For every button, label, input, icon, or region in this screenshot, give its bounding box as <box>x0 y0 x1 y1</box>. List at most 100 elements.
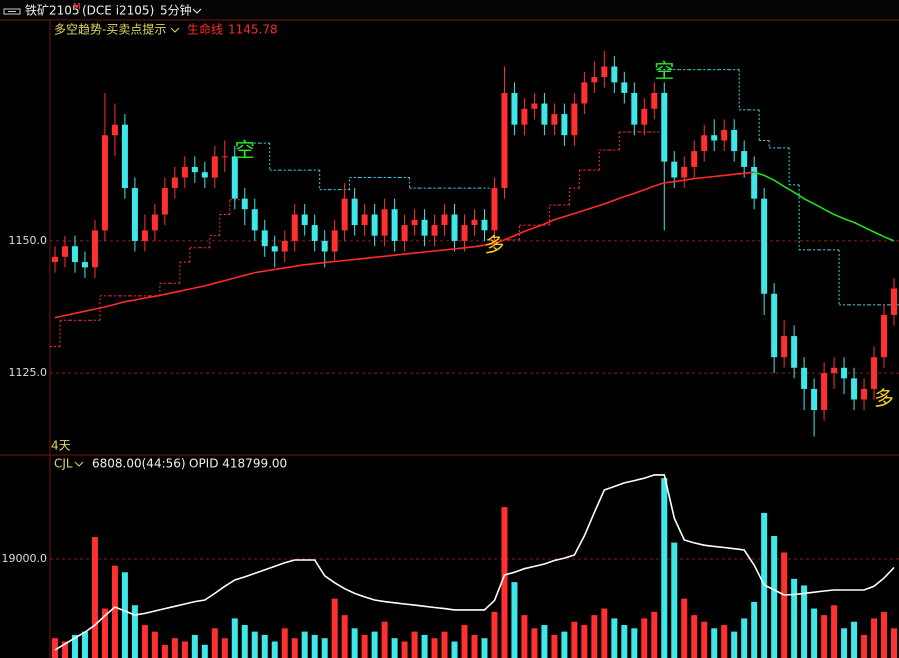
volume-bar <box>171 638 178 658</box>
volume-bar <box>801 585 808 658</box>
y-tick-label: 1150.0 <box>9 234 48 247</box>
volume-bar <box>751 601 758 658</box>
candle-body <box>561 114 568 136</box>
volume-bar <box>731 631 738 658</box>
lifeline-value: 1145.78 <box>228 23 278 37</box>
volume-bar <box>561 631 568 658</box>
candle-body <box>161 188 168 215</box>
candle-body <box>301 214 308 226</box>
volume-bar <box>861 634 868 658</box>
volume-bar <box>651 611 658 658</box>
candle-body <box>291 214 298 241</box>
candle-body <box>871 357 878 389</box>
volume-bar <box>161 644 168 658</box>
candle-body <box>181 166 188 178</box>
symbol[interactable]: 铁矿2105 <box>25 4 80 18</box>
candle-body <box>91 230 98 268</box>
volume-bar <box>641 618 648 658</box>
candle-body <box>721 129 728 141</box>
volume-bar <box>531 628 538 658</box>
volume-bar <box>851 621 858 658</box>
volume-bar <box>241 625 248 658</box>
volume-bar <box>121 572 128 658</box>
indicator-name[interactable]: 多空趋势-买卖点提示 <box>54 22 166 37</box>
candle-body <box>101 135 108 231</box>
candle-body <box>591 77 598 83</box>
volume-bar <box>791 578 798 658</box>
volume-bar <box>201 644 208 658</box>
y-tick-label: 19000.0 <box>2 552 48 565</box>
candle-body <box>371 214 378 236</box>
volume-bar <box>141 625 148 658</box>
line <box>54 474 895 651</box>
volume-label[interactable]: CJL <box>54 457 73 471</box>
volume-bar <box>881 611 888 658</box>
lifeline-name: 生命线 <box>187 22 223 37</box>
symbol-flag: M <box>73 3 81 13</box>
volume-bar <box>841 628 848 658</box>
candle-body <box>571 103 578 136</box>
candle-body <box>311 225 318 241</box>
volume-bar <box>71 634 78 658</box>
candle-body <box>191 166 198 173</box>
volume-bar <box>381 621 388 658</box>
candle-body <box>661 92 668 162</box>
candle-body <box>141 230 148 241</box>
candle-body <box>201 172 208 178</box>
volume-bar <box>331 598 338 658</box>
y-tick-label: 1125.0 <box>9 366 48 379</box>
candle-body <box>811 388 818 411</box>
candle-body <box>531 103 538 109</box>
signal: 多 <box>484 233 504 257</box>
span-label: 4天 <box>51 439 71 453</box>
menu-icon[interactable] <box>3 8 21 15</box>
volume-bar <box>811 608 818 658</box>
open-interest-readout: OPID 418799.00 <box>189 457 287 471</box>
candle-body <box>671 161 678 178</box>
volume-bar <box>451 641 458 658</box>
volume-bar <box>81 631 88 658</box>
candle-body <box>271 246 278 252</box>
volume-bar <box>371 631 378 658</box>
volume-dropdown[interactable] <box>74 461 84 467</box>
icon-frame <box>3 8 21 15</box>
candle-body <box>541 103 548 125</box>
volume-bar <box>821 615 828 658</box>
candle-body <box>861 388 868 400</box>
volume-bar <box>741 618 748 658</box>
candle-body <box>211 156 218 178</box>
volume-bar <box>501 507 508 658</box>
volume-bar <box>621 625 628 658</box>
period[interactable]: 5分钟 <box>160 3 192 18</box>
volume-bar <box>341 615 348 658</box>
volume-bar <box>491 611 498 658</box>
candle-body <box>241 198 248 210</box>
candle-body <box>771 293 778 358</box>
volume-bar <box>391 638 398 658</box>
volume-bar <box>671 542 678 658</box>
volume-bar <box>291 638 298 658</box>
period-dropdown[interactable] <box>192 8 202 14</box>
volume-bar <box>521 615 528 658</box>
volume-bar <box>481 638 488 658</box>
candle-body <box>441 214 448 226</box>
candle-body <box>131 188 138 241</box>
volume-bar <box>221 638 228 658</box>
volume-bar <box>301 631 308 658</box>
volume-bar <box>281 628 288 658</box>
volume-bar <box>441 631 448 658</box>
candle-body <box>831 367 838 374</box>
volume-bar <box>271 641 278 658</box>
candle-body <box>231 156 238 199</box>
volume-bar <box>361 634 368 658</box>
candle-body <box>381 209 388 236</box>
volume-bar <box>191 634 198 658</box>
candle-body <box>421 219 428 236</box>
volume-bar <box>61 641 68 658</box>
volume-bar <box>571 621 578 658</box>
candle-body <box>411 219 418 226</box>
candle-body <box>851 378 858 400</box>
indicator-dropdown[interactable] <box>170 27 180 33</box>
candle-body <box>491 188 498 231</box>
volume-bar <box>721 625 728 658</box>
